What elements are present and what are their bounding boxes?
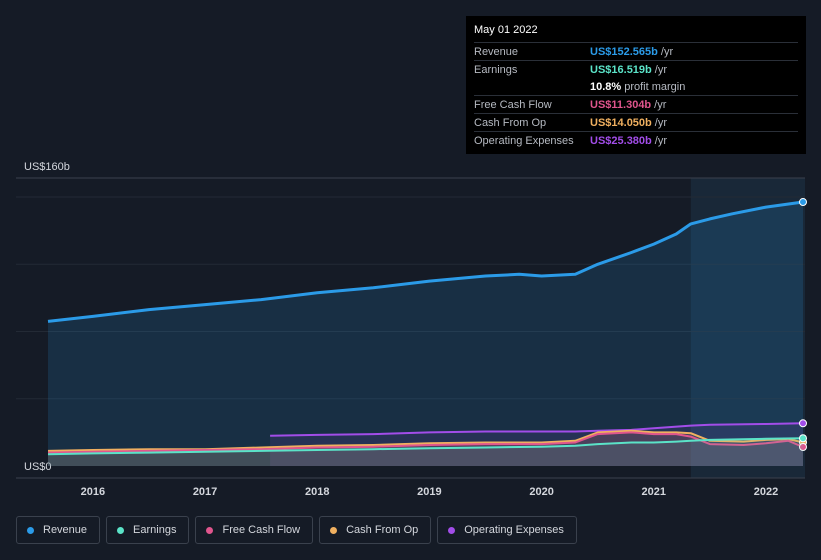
- series-area-revenue: [48, 202, 803, 466]
- tooltip-row-unit: /yr: [654, 98, 667, 111]
- legend: Revenue Earnings Free Cash Flow Cash From O…: [16, 516, 577, 544]
- legend-label: Free Cash Flow: [222, 524, 301, 536]
- series-line-cash-from-op: [47, 429, 804, 452]
- legend-item-earnings[interactable]: Earnings: [106, 516, 190, 544]
- series-end-point-free-cash-flow: [799, 443, 807, 452]
- legend-label: Operating Expenses: [464, 524, 564, 536]
- tooltip-row-value: US$25.380b: [590, 134, 652, 147]
- series-area-earnings: [48, 438, 803, 466]
- y-tick-top: US$160b: [24, 161, 70, 173]
- series-end-point-earnings: [799, 434, 807, 443]
- tooltip-row-value: US$11.304b: [590, 98, 652, 111]
- tooltip-row-value: US$16.519b: [590, 63, 652, 76]
- legend-item-revenue[interactable]: Revenue: [16, 516, 101, 544]
- legend-item-operating-expenses[interactable]: Operating Expenses: [437, 516, 577, 544]
- tooltip-row-label: Operating Expenses: [474, 134, 574, 147]
- legend-dot-icon: [448, 526, 456, 534]
- series-line-revenue: [47, 200, 804, 323]
- legend-label: Earnings: [133, 524, 177, 536]
- tooltip-row-unit: /yr: [654, 63, 667, 76]
- y-tick-bottom: US$0: [24, 461, 52, 473]
- tooltip-row: 10.8% profit margin: [474, 78, 798, 95]
- legend-dot-icon: [206, 526, 214, 534]
- x-tick-label: 2018: [305, 486, 329, 498]
- legend-label: Revenue: [43, 524, 88, 536]
- tooltip-row: Operating Expenses US$25.380b/yr: [474, 131, 798, 149]
- tooltip-row-unit: /yr: [654, 116, 667, 129]
- tooltip-row-value: 10.8%: [590, 80, 622, 93]
- legend-item-free-cash-flow[interactable]: Free Cash Flow: [195, 516, 314, 544]
- tooltip-row: Revenue US$152.565b/yr: [474, 42, 798, 60]
- tooltip-date: May 01 2022: [474, 24, 538, 36]
- gridlines: [16, 177, 805, 479]
- series-group: [47, 198, 807, 466]
- tooltip-row: Free Cash Flow US$11.304b/yr: [474, 95, 798, 113]
- series-line-earnings: [47, 437, 804, 456]
- tooltip-row: Cash From Op US$14.050b/yr: [474, 113, 798, 131]
- x-tick-label: 2021: [642, 486, 666, 498]
- series-line-operating-expenses: [270, 422, 804, 437]
- x-axis-ticks: 2016 2017 2018 2019 2020 2021 2022: [81, 486, 779, 498]
- x-tick-label: 2020: [529, 486, 553, 498]
- tooltip-row-unit: profit margin: [624, 80, 686, 93]
- legend-dot-icon: [117, 526, 125, 534]
- series-line-free-cash-flow: [47, 431, 804, 454]
- tooltip-row-value: US$14.050b: [590, 116, 652, 129]
- tooltip-row-label: Revenue: [474, 45, 519, 58]
- legend-label: Cash From Op: [346, 524, 419, 536]
- tooltip-row: Earnings US$16.519b/yr: [474, 60, 798, 78]
- tooltip-row-label: Free Cash Flow: [474, 98, 552, 111]
- tooltip-row-unit: /yr: [654, 134, 667, 147]
- x-tick-label: 2017: [193, 486, 217, 498]
- legend-dot-icon: [27, 526, 34, 534]
- tooltip-row-value: US$152.565b: [590, 45, 658, 58]
- x-tick-label: 2022: [754, 486, 778, 498]
- x-tick-label: 2016: [81, 486, 105, 498]
- series-end-point-revenue: [799, 198, 807, 207]
- highlight-region: [690, 178, 805, 478]
- tooltip-panel: May 01 2022 Revenue US$152.565b/yr Earning…: [466, 16, 806, 154]
- tooltip-row-label: Earnings: [474, 63, 518, 76]
- x-tick-label: 2019: [417, 486, 441, 498]
- tooltip-row-unit: /yr: [660, 45, 674, 58]
- legend-item-cash-from-op[interactable]: Cash From Op: [319, 516, 432, 544]
- tooltip-row-label: Cash From Op: [474, 116, 547, 129]
- legend-dot-icon: [330, 526, 338, 534]
- series-end-point-operating-expenses: [799, 419, 807, 428]
